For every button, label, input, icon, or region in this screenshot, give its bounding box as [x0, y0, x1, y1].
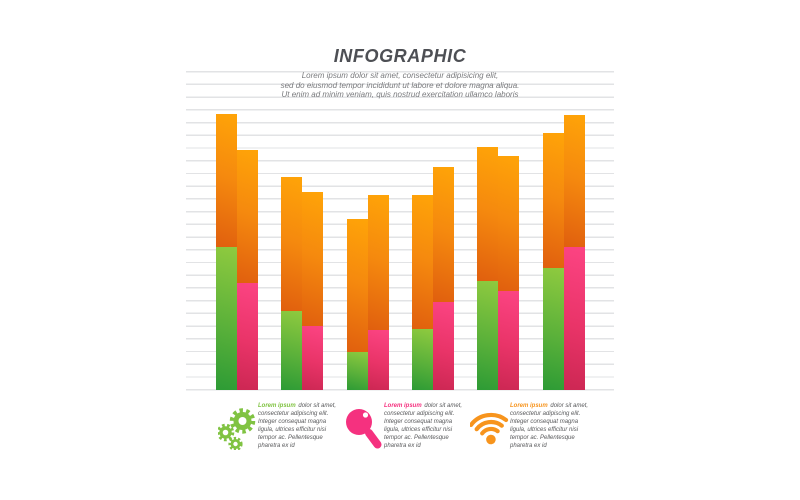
subtitle-line: Lorem ipsum dolor sit amet, consectetur … — [301, 71, 499, 80]
green-segment — [281, 310, 303, 390]
legend-text-line: pharetra ex id — [510, 442, 547, 449]
legend-text-line: Lorem ipsum dolor sit amet, — [384, 403, 463, 409]
subtitle: Lorem ipsum dolor sit amet, consectetur … — [0, 71, 800, 100]
legend-text-line: tempor ac. Pellentesque — [510, 434, 575, 441]
legend-text-line: ligula, ultrices efficitur nisi — [510, 426, 579, 433]
orange-segment — [237, 150, 258, 283]
pink-segment — [563, 247, 585, 390]
right-bar-4 — [432, 167, 454, 390]
bar-group-3 — [346, 71, 389, 390]
legend-text-line: Integer consequat magna — [258, 418, 327, 425]
bar-group-5 — [477, 71, 520, 390]
magnifier-icon — [346, 409, 382, 449]
legend-text-line: Lorem ipsum dolor sit amet, — [510, 403, 589, 409]
orange-segment — [477, 147, 499, 281]
legend-item-text: Lorem ipsum dolor sit amet, consectetur … — [510, 403, 588, 450]
legend-text-line: consectetur adipiscing elit. — [510, 410, 581, 417]
orange-segment — [216, 114, 237, 248]
subtitle-line: Ut enim ad minim veniam, quis nostrud ex… — [281, 90, 519, 100]
right-bar-5 — [498, 156, 520, 390]
left-bar-2 — [281, 177, 303, 390]
legend-text-line: ligula, ultrices efficitur nisi — [384, 426, 453, 433]
orange-segment — [367, 195, 389, 330]
bar-group-1 — [216, 71, 258, 390]
orange-segment — [411, 194, 433, 329]
bar-group-6 — [542, 71, 585, 390]
right-bar-6 — [563, 115, 585, 390]
legend-item-text: Lorem ipsum dolor sit amet, consectetur … — [384, 403, 462, 450]
bar-group-4 — [411, 71, 454, 390]
page-title: INFOGRAPHIC — [333, 46, 467, 66]
pink-segment — [302, 325, 324, 390]
bar-chart — [186, 71, 614, 390]
pink-segment — [237, 282, 258, 390]
left-bar-4 — [411, 194, 433, 390]
legend-item-gears: Lorem ipsum dolor sit amet, consectetur … — [218, 402, 342, 454]
legend-text-line: tempor ac. Pellentesque — [384, 434, 449, 441]
green-segment — [477, 280, 499, 390]
legend-text-line: consectetur adipiscing elit. — [384, 410, 455, 417]
subtitle-line: sed do eiusmod tempor incididunt ut labo… — [280, 80, 520, 90]
orange-segment — [281, 177, 303, 311]
left-bar-1 — [216, 114, 237, 390]
orange-segment — [542, 133, 564, 268]
legend-text-line: tempor ac. Pellentesque — [258, 434, 323, 441]
pink-segment — [432, 301, 454, 390]
legend-item-magnifier: Lorem ipsum dolor sit amet, consectetur … — [344, 402, 468, 454]
right-bar-2 — [302, 192, 324, 390]
orange-segment — [302, 192, 324, 326]
green-segment — [346, 352, 368, 390]
orange-segment — [563, 115, 585, 248]
legend-item-wifi: Lorem ipsum dolor sit amet, consectetur … — [470, 402, 594, 454]
wifi-icon — [470, 412, 509, 445]
orange-segment — [346, 219, 368, 352]
legend-text-line: Integer consequat magna — [510, 418, 579, 425]
right-bar-1 — [237, 150, 258, 390]
left-bar-6 — [542, 133, 564, 390]
pink-segment — [367, 329, 389, 390]
legend-item-text: Lorem ipsum dolor sit amet, consectetur … — [258, 403, 336, 450]
left-bar-5 — [477, 147, 499, 390]
legend-text-line: Lorem ipsum dolor sit amet, — [258, 403, 337, 409]
pink-segment — [498, 290, 520, 390]
legend-text-line: pharetra ex id — [384, 442, 421, 449]
legend-text-line: ligula, ultrices efficitur nisi — [258, 426, 327, 433]
green-segment — [411, 328, 433, 390]
legend-text-line: Integer consequat magna — [384, 418, 453, 425]
gears-icon — [218, 408, 256, 450]
right-bar-3 — [367, 195, 389, 390]
legend-text-line: consectetur adipiscing elit. — [258, 410, 329, 417]
left-bar-3 — [346, 219, 368, 390]
green-segment — [216, 247, 237, 390]
bar-group-2 — [281, 71, 324, 390]
orange-segment — [432, 167, 454, 302]
green-segment — [542, 267, 564, 390]
orange-segment — [498, 156, 520, 291]
legend-text-line: pharetra ex id — [258, 442, 295, 449]
